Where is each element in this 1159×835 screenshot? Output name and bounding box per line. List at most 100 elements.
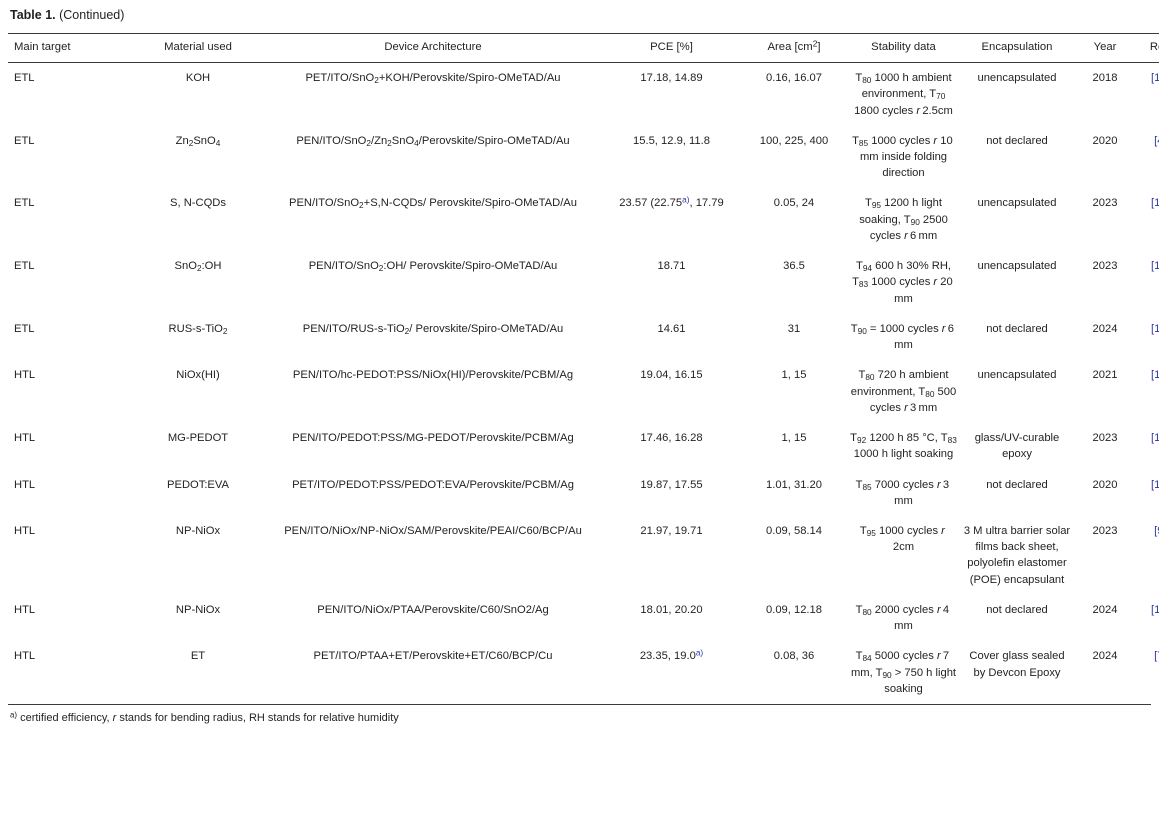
cell-material-used: NP-NiOx: [175, 524, 221, 537]
cell-stability-data: T85 7000 cycles r 3 mm: [855, 478, 952, 507]
cell-encapsulation: not declared: [986, 134, 1048, 147]
column-header-encapsulation: Encapsulation: [960, 32, 1074, 64]
cell-area: 0.09, 58.14: [766, 524, 822, 537]
table-row: ETL S, N-CQDs PEN/ITO/SnO2+S,N-CQDs/ Perov…: [8, 188, 1159, 251]
column-header-stability-data: Stability data: [847, 32, 960, 64]
cell-refs: [99]: [1136, 516, 1159, 595]
cell-stability-data: T85 1000 cycles r 10 mm inside folding d…: [852, 134, 955, 180]
cell-material-used: KOH: [185, 72, 211, 85]
cell-refs: [104]: [1136, 63, 1159, 126]
reference-link[interactable]: [102]: [1151, 260, 1159, 273]
cell-encapsulation: glass/UV-curable epoxy: [974, 432, 1060, 461]
cell-pce: 17.46, 16.28: [640, 432, 703, 445]
cell-refs: [126]: [1136, 595, 1159, 641]
table-row: HTL NP-NiOx PEN/ITO/NiOx/PTAA/Perovskite/C…: [8, 595, 1159, 641]
reference-link[interactable]: [40]: [1154, 134, 1159, 147]
column-header-area: Area [cm2]: [741, 32, 847, 64]
cell-stability-data: T95 1200 h light soaking, T90 2500 cycle…: [859, 197, 948, 242]
cell-device-architecture: PEN/ITO/NiOx/PTAA/Perovskite/C60/SnO2/Ag: [317, 603, 549, 616]
reference-link[interactable]: [104]: [1151, 432, 1159, 445]
cell-encapsulation: not declared: [986, 478, 1048, 491]
cell-encapsulation: unencapsulated: [977, 369, 1057, 382]
cell-pce: 14.61: [657, 322, 686, 335]
table-caption-label: Table 1.: [10, 8, 56, 22]
cell-material-used: Zn2SnO4: [175, 134, 221, 148]
table-row: HTL ET PET/ITO/PTAA+ET/Perovskite+ET/C60/B…: [8, 641, 1159, 704]
reference-link[interactable]: [103]: [1151, 369, 1159, 382]
cell-main-target: HTL: [14, 478, 36, 491]
cell-pce: 19.87, 17.55: [640, 478, 703, 491]
cell-material-used: RUS-s-TiO2: [168, 322, 228, 336]
cell-pce: 21.97, 19.71: [640, 524, 703, 537]
cell-material-used: S, N-CQDs: [170, 197, 226, 210]
column-header-year: Year: [1074, 32, 1136, 64]
cell-stability-data: T90 = 1000 cycles r 6 mm: [850, 322, 957, 352]
cell-pce: 18.01, 20.20: [640, 603, 703, 616]
reference-link[interactable]: [101]: [1151, 197, 1159, 210]
cell-year: 2023: [1092, 432, 1118, 445]
reference-link[interactable]: [71]: [1154, 650, 1159, 663]
cell-device-architecture: PET/ITO/SnO2+KOH/Perovskite/Spiro-OMeTAD…: [305, 72, 561, 85]
cell-device-architecture: PEN/ITO/PEDOT:PSS/MG-PEDOT/Perovskite/PC…: [292, 432, 574, 445]
cell-refs: [71]: [1136, 641, 1159, 704]
table-caption: Table 1. (Continued): [8, 0, 1151, 22]
table-caption-text: (Continued): [59, 8, 125, 22]
cell-device-architecture: PEN/ITO/SnO2:OH/ Perovskite/Spiro-OMeTAD…: [308, 260, 558, 273]
column-header-refs: Refs.: [1136, 32, 1159, 64]
cell-main-target: HTL: [14, 650, 36, 663]
cell-device-architecture: PET/ITO/PTAA+ET/Perovskite+ET/C60/BCP/Cu: [313, 650, 553, 663]
table-header: Main target Material used Device Archite…: [8, 32, 1159, 64]
cell-material-used: NiOx(HI): [176, 369, 220, 382]
cell-main-target: HTL: [14, 603, 36, 616]
cell-encapsulation: unencapsulated: [977, 260, 1057, 273]
cell-main-target: HTL: [14, 432, 36, 445]
cell-pce: 19.04, 16.15: [640, 369, 703, 382]
cell-year: 2020: [1092, 478, 1118, 491]
cell-refs: [125]: [1136, 314, 1159, 360]
cell-main-target: HTL: [14, 369, 36, 382]
cell-pce: 17.18, 14.89: [640, 72, 703, 85]
cell-year: 2023: [1092, 260, 1118, 273]
cell-year: 2018: [1092, 72, 1118, 85]
cell-pce: 15.5, 12.9, 11.8: [633, 134, 710, 147]
cell-year: 2020: [1092, 134, 1118, 147]
cell-material-used: NP-NiOx: [175, 603, 221, 616]
cell-year: 2023: [1092, 524, 1118, 537]
cell-device-architecture: PET/ITO/PEDOT:PSS/PEDOT:EVA/Perovskite/P…: [292, 478, 574, 491]
cell-stability-data: T80 720 h ambient environment, T80 500 c…: [850, 369, 957, 414]
table-row: HTL MG-PEDOT PEN/ITO/PEDOT:PSS/MG-PEDOT/Pe…: [8, 423, 1159, 469]
cell-area: 1, 15: [781, 369, 807, 382]
data-table: Main target Material used Device Archite…: [8, 32, 1159, 705]
reference-link[interactable]: [105]: [1151, 478, 1159, 491]
cell-year: 2024: [1092, 603, 1118, 616]
reference-link[interactable]: [99]: [1154, 524, 1159, 537]
column-header-material-used: Material used: [132, 32, 264, 64]
cell-device-architecture: PEN/ITO/SnO2+S,N-CQDs/ Perovskite/Spiro-…: [288, 197, 577, 211]
cell-refs: [40]: [1136, 126, 1159, 189]
column-header-pce: PCE [%]: [602, 32, 741, 64]
cell-main-target: ETL: [14, 197, 35, 210]
cell-stability-data: T80 1000 h ambient environment, T70 1800…: [854, 72, 953, 117]
reference-link[interactable]: [125]: [1151, 322, 1159, 335]
cell-encapsulation: Cover glass sealed by Devcon Epoxy: [969, 650, 1065, 679]
cell-material-used: PEDOT:EVA: [167, 478, 229, 491]
cell-area: 31: [787, 322, 801, 335]
cell-material-used: ET: [190, 650, 206, 663]
cell-encapsulation: not declared: [986, 322, 1048, 335]
cell-encapsulation: not declared: [986, 603, 1048, 616]
cell-encapsulation: unencapsulated: [977, 197, 1057, 210]
reference-link[interactable]: [126]: [1151, 603, 1159, 616]
cell-main-target: ETL: [14, 72, 35, 85]
table-header-row: Main target Material used Device Archite…: [8, 32, 1159, 64]
table-bottom-rule: [8, 704, 1151, 706]
table-row: ETL RUS-s-TiO2 PEN/ITO/RUS-s-TiO2/ Perovsk…: [8, 314, 1159, 360]
reference-link[interactable]: [104]: [1151, 72, 1159, 85]
cell-area: 36.5: [783, 260, 805, 273]
cell-encapsulation: 3 M ultra barrier solar films back sheet…: [963, 524, 1071, 586]
cell-stability-data: T80 2000 cycles r 4 mm: [855, 603, 952, 633]
cell-main-target: ETL: [14, 260, 35, 273]
cell-device-architecture: PEN/ITO/RUS-s-TiO2/ Perovskite/Spiro-OMe…: [302, 322, 564, 336]
cell-year: 2024: [1092, 650, 1118, 663]
column-header-main-target: Main target: [8, 32, 132, 64]
